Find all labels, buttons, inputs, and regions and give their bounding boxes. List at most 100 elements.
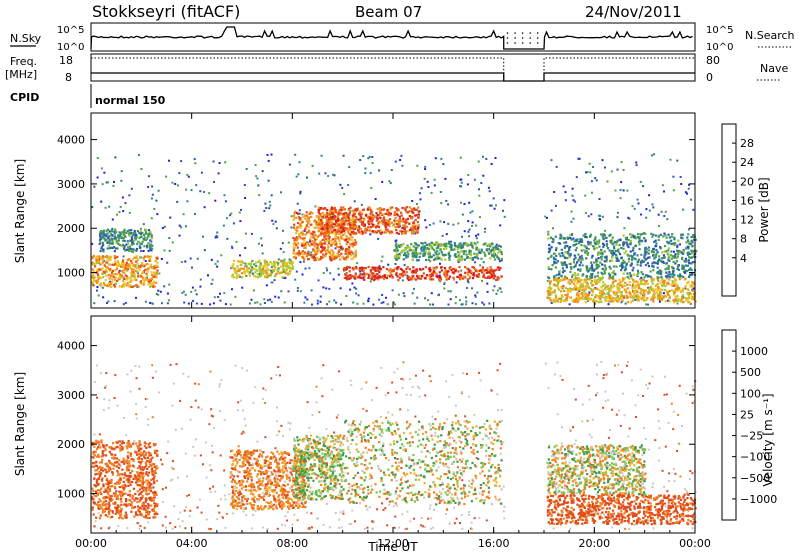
scatter-cell xyxy=(442,235,444,237)
scatter-cell xyxy=(467,231,469,233)
scatter-cell xyxy=(248,263,250,265)
scatter-cell xyxy=(431,192,433,194)
scatter-cell xyxy=(384,213,386,215)
scatter-cell xyxy=(139,528,141,530)
scatter-cell xyxy=(260,262,262,264)
scatter-cell xyxy=(576,176,578,178)
scatter-cell xyxy=(651,236,653,238)
scatter-cell xyxy=(665,263,667,265)
scatter-cell xyxy=(633,257,635,259)
scatter-cell xyxy=(622,260,624,262)
scatter-cell xyxy=(412,222,414,224)
scatter-cell xyxy=(386,277,388,279)
scatter-cell xyxy=(585,301,587,303)
scatter-cell xyxy=(563,185,565,187)
scatter-cell xyxy=(687,246,689,248)
scatter-cell xyxy=(125,434,127,436)
scatter-cell xyxy=(272,223,274,225)
scatter-cell xyxy=(474,242,476,244)
scatter-cell xyxy=(124,283,126,285)
scatter-cell xyxy=(444,243,446,245)
scatter-cell xyxy=(658,447,660,449)
scatter-cell xyxy=(631,255,633,257)
scatter-cell xyxy=(591,294,593,296)
scatter-cell xyxy=(560,286,562,288)
scatter-cell xyxy=(607,247,609,249)
scatter-cell xyxy=(280,260,282,262)
scatter-cell xyxy=(125,232,127,234)
scatter-cell xyxy=(351,219,353,221)
scatter-cell xyxy=(414,215,416,217)
scatter-cell xyxy=(401,165,403,167)
scatter-cell xyxy=(606,243,608,245)
scatter-cell xyxy=(190,291,192,293)
scatter-cell xyxy=(274,275,276,277)
scatter-cell xyxy=(355,293,357,295)
scatter-cell xyxy=(652,283,654,285)
scatter-cell xyxy=(627,246,629,248)
nave-label: Nave xyxy=(760,62,788,75)
scatter-cell xyxy=(330,220,332,222)
scatter-cell xyxy=(148,175,150,177)
scatter-cell xyxy=(455,296,457,298)
scatter-cell xyxy=(313,256,315,258)
scatter-cell xyxy=(277,262,279,264)
scatter-cell xyxy=(213,181,215,183)
scatter-cell xyxy=(668,297,670,299)
scatter-cell xyxy=(667,268,669,270)
scatter-cell xyxy=(680,176,682,178)
scatter-cell xyxy=(216,518,218,520)
scatter-cell xyxy=(611,250,613,252)
scatter-cell xyxy=(151,198,153,200)
scatter-cell xyxy=(165,176,167,178)
scatter-cell xyxy=(308,226,310,228)
colorbar-tick-label: 28 xyxy=(740,137,754,150)
scatter-cell xyxy=(491,255,493,257)
scatter-cell xyxy=(667,273,669,275)
scatter-cell xyxy=(238,268,240,270)
scatter-cell xyxy=(388,214,390,216)
scatter-cell xyxy=(239,212,241,214)
scatter-cell xyxy=(669,290,671,292)
scatter-cell xyxy=(659,301,661,303)
scatter-cell xyxy=(416,259,418,261)
scatter-cell xyxy=(416,297,418,299)
scatter-cell xyxy=(153,281,155,283)
scatter-cell xyxy=(602,276,604,278)
scatter-cell xyxy=(550,287,552,289)
scatter-cell xyxy=(189,510,191,512)
scatter-cell xyxy=(356,303,358,305)
scatter-cell xyxy=(680,251,682,253)
scatter-cell xyxy=(638,287,640,289)
scatter-cell xyxy=(494,270,496,272)
scatter-cell xyxy=(586,269,588,271)
scatter-cell xyxy=(615,254,617,256)
scatter-cell xyxy=(552,238,554,240)
scatter-cell xyxy=(363,279,365,281)
scatter-cell xyxy=(592,166,594,168)
scatter-cell xyxy=(297,290,299,292)
scatter-cell xyxy=(468,514,470,516)
scatter-cell xyxy=(125,274,127,276)
scatter-cell xyxy=(591,284,593,286)
scatter-cell xyxy=(488,303,490,305)
scatter-cell xyxy=(632,279,634,281)
scatter-cell xyxy=(602,273,604,275)
nsearch-dot xyxy=(507,37,509,39)
scatter-cell xyxy=(100,232,102,234)
scatter-cell xyxy=(492,289,494,291)
scatter-cell xyxy=(572,274,574,276)
scatter-cell xyxy=(213,302,215,304)
scatter-cell xyxy=(472,277,474,279)
scatter-cell xyxy=(251,233,253,235)
scatter-cell xyxy=(594,276,596,278)
scatter-cell xyxy=(257,276,259,278)
scatter-cell xyxy=(151,236,153,238)
scatter-cell xyxy=(271,281,273,283)
scatter-cell xyxy=(166,262,168,264)
scatter-cell xyxy=(355,273,357,275)
scatter-cell xyxy=(688,281,690,283)
scatter-cell xyxy=(138,269,140,271)
scatter-cell xyxy=(397,266,399,268)
scatter-cell xyxy=(602,238,604,240)
